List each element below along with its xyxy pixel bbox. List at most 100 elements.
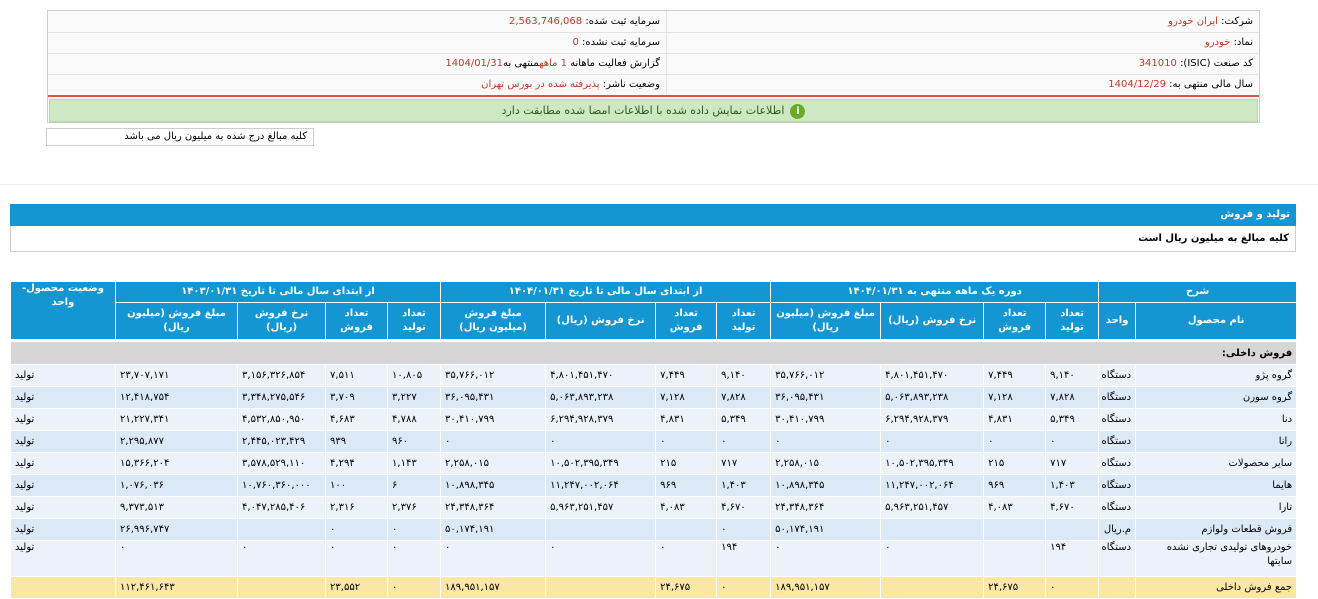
- cell: ۲۴,۳۴۸,۳۶۴: [771, 497, 881, 519]
- cell: گروه پژو: [1136, 365, 1297, 387]
- amount-note: کلیه مبالغ درج شده به میلیون ریال می باش…: [46, 128, 314, 146]
- cell: ۰: [441, 541, 546, 577]
- cell: دستگاه: [1099, 453, 1136, 475]
- cell: ۱,۱۴۳: [388, 453, 441, 475]
- cell: ۱۰۰: [326, 475, 388, 497]
- cell: ۰: [984, 431, 1046, 453]
- cell: ۴,۸۰۱,۴۵۱,۴۷۰: [546, 365, 656, 387]
- total-row: جمع فروش داخلی۰۲۴,۶۷۵۱۸۹,۹۵۱,۱۵۷۰۲۴,۶۷۵۱…: [11, 577, 1297, 599]
- cell: ۰: [326, 519, 388, 541]
- cell: ۲,۳۷۶: [388, 497, 441, 519]
- label: شرکت:: [1221, 16, 1253, 27]
- cell: م.ریال: [1099, 519, 1136, 541]
- cell: ۱۰,۵۰۲,۳۹۵,۳۴۹: [881, 453, 984, 475]
- cell: ۰: [717, 577, 771, 599]
- cell: ۳۰,۴۱۰,۷۹۹: [771, 409, 881, 431]
- cell: دستگاه: [1099, 387, 1136, 409]
- cell: تارا: [1136, 497, 1297, 519]
- cell: ۱۰,۸۰۵: [388, 365, 441, 387]
- cell: تولید: [11, 387, 116, 409]
- value: 2,563,746,068: [509, 16, 582, 27]
- data-row: هایمادستگاه۱,۴۰۳۹۶۹۱۱,۲۴۷,۰۰۲,۰۶۴۱۰,۸۹۸,…: [11, 475, 1297, 497]
- production-sales-table: شرحدوره یک ماهه منتهی به ۱۴۰۴/۰۱/۳۱از اب…: [10, 281, 1297, 599]
- cell: ۴,۲۹۴: [326, 453, 388, 475]
- cell: ۱۰,۸۹۸,۳۴۵: [441, 475, 546, 497]
- cell: ۰: [238, 541, 326, 577]
- column-header: مبلغ فروش (میلیون ریال): [771, 303, 881, 341]
- verified-text: اطلاعات نمایش داده شده با اطلاعات امضا ش…: [502, 104, 785, 117]
- value: خودرو: [1205, 37, 1230, 48]
- cell: سایر محصولات: [1136, 453, 1297, 475]
- cell: دنا: [1136, 409, 1297, 431]
- cell: ۰: [717, 519, 771, 541]
- group-header: شرح: [1099, 282, 1297, 303]
- cell: ۰: [881, 431, 984, 453]
- data-row: سایر محصولاتدستگاه۷۱۷۲۱۵۱۰,۵۰۲,۳۹۵,۳۴۹۲,…: [11, 453, 1297, 475]
- label: گزارش فعالیت ماهانه: [570, 58, 660, 69]
- cell: ۴,۸۳۱: [656, 409, 717, 431]
- cell: [881, 577, 984, 599]
- column-header: نرخ فروش (ریال): [238, 303, 326, 341]
- cell: ۲,۲۵۸,۰۱۵: [441, 453, 546, 475]
- cell: ۰: [388, 577, 441, 599]
- cell: ۰: [546, 431, 656, 453]
- cell: دستگاه: [1099, 475, 1136, 497]
- cell: [984, 541, 1046, 577]
- value: 1404/12/29: [1108, 79, 1166, 90]
- cell: ۵,۰۶۳,۸۹۳,۲۳۸: [881, 387, 984, 409]
- cell: ۹۶۰: [388, 431, 441, 453]
- header-row: نام محصولواحدتعداد تولیدتعداد فروشنرخ فر…: [11, 303, 1297, 341]
- cell: ۱۹۴: [717, 541, 771, 577]
- cell: دستگاه: [1099, 497, 1136, 519]
- cell: ۰: [546, 541, 656, 577]
- cell: دستگاه: [1099, 409, 1136, 431]
- data-row: فروش قطعات ولوازمم.ریال۵۰,۱۷۴,۱۹۱۰۵۰,۱۷۴…: [11, 519, 1297, 541]
- data-row: دنادستگاه۵,۳۴۹۴,۸۳۱۶,۲۹۴,۹۲۸,۳۷۹۳۰,۴۱۰,۷…: [11, 409, 1297, 431]
- cell: گروه سورن: [1136, 387, 1297, 409]
- group-header: از ابتدای سال مالی تا تاریخ ۱۴۰۳/۰۱/۳۱: [116, 282, 441, 303]
- cell: ۴,۰۸۳: [984, 497, 1046, 519]
- cell: ۰: [881, 541, 984, 577]
- cell: رانا: [1136, 431, 1297, 453]
- cell: ۱۰,۷۶۰,۳۶۰,۰۰۰: [238, 475, 326, 497]
- cell: ۲,۲۵۸,۰۱۵: [771, 453, 881, 475]
- cell: ۲۱,۲۲۷,۳۴۱: [116, 409, 238, 431]
- cell: ۷,۸۲۸: [1046, 387, 1099, 409]
- divider: [48, 95, 1259, 97]
- cell: [656, 519, 717, 541]
- cell: ۴,۶۷۰: [1046, 497, 1099, 519]
- cell: ۰: [1046, 431, 1099, 453]
- cell: ۵,۹۶۳,۲۵۱,۴۵۷: [546, 497, 656, 519]
- cell: [1099, 577, 1136, 599]
- cell: ۷,۱۲۸: [984, 387, 1046, 409]
- cell: ۰: [388, 541, 441, 577]
- cell: ۱۸۹,۹۵۱,۱۵۷: [441, 577, 546, 599]
- cell: ۰: [656, 431, 717, 453]
- cell: تولید: [11, 475, 116, 497]
- group-row: فروش داخلی:: [11, 341, 1297, 365]
- cell: تولید: [11, 431, 116, 453]
- cell: ۰: [1046, 577, 1099, 599]
- cell: ۳۵,۷۶۶,۰۱۲: [441, 365, 546, 387]
- data-row: خودروهای تولیدی تجاری نشده سایتهادستگاه۱…: [11, 541, 1297, 577]
- cell: ۹۶۹: [984, 475, 1046, 497]
- cell: ۲۱۵: [656, 453, 717, 475]
- cell: ۱۸۹,۹۵۱,۱۵۷: [771, 577, 881, 599]
- cell: ۰: [771, 431, 881, 453]
- cell: ۶,۲۹۴,۹۲۸,۳۷۹: [546, 409, 656, 431]
- section-title: تولید و فروش: [10, 204, 1296, 226]
- cell: ۴,۷۸۸: [388, 409, 441, 431]
- cell: ۰: [771, 541, 881, 577]
- cell: ۳,۵۷۸,۵۲۹,۱۱۰: [238, 453, 326, 475]
- verified-banner: iاطلاعات نمایش داده شده با اطلاعات امضا …: [49, 99, 1258, 122]
- cell: [984, 519, 1046, 541]
- cell: ۴,۸۰۱,۴۵۱,۴۷۰: [881, 365, 984, 387]
- group-header: وضعیت محصول-واحد: [11, 282, 116, 341]
- cell: دستگاه: [1099, 431, 1136, 453]
- cell: ۰: [656, 541, 717, 577]
- cell: تولید: [11, 519, 116, 541]
- cell: ۳,۷۰۹: [326, 387, 388, 409]
- cell: ۲۳,۵۵۲: [326, 577, 388, 599]
- cell: ۰: [326, 541, 388, 577]
- cell: ۵۰,۱۷۴,۱۹۱: [441, 519, 546, 541]
